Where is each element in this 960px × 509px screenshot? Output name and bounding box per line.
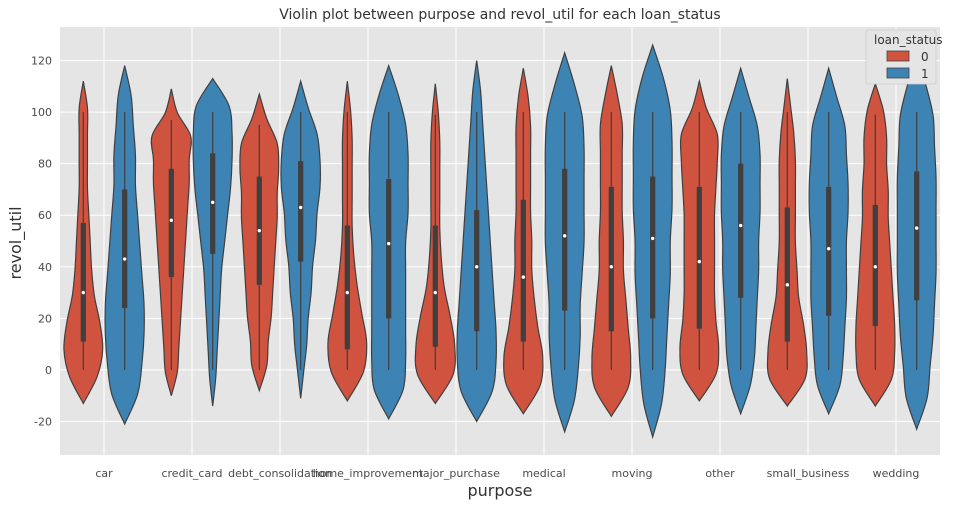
violin-median-dot [826,247,831,251]
x-tick-label: car [95,467,113,480]
chart-title: Violin plot between purpose and revol_ut… [279,7,720,23]
x-tick-label: major_purchase [412,467,500,480]
violin-median-dot [169,218,174,223]
y-axis-label: revol_util [6,206,26,279]
violin-iqr-box [738,163,744,298]
y-tick-label: 0 [45,364,52,377]
violin-iqr-box [344,225,350,350]
violin-median-dot [914,226,919,230]
x-tick-label: debt_consolidation [228,467,332,480]
y-tick-label: -20 [34,415,52,428]
x-tick-label: wedding [873,467,920,480]
violin-iqr-box [122,189,128,309]
x-tick-label: moving [612,467,653,480]
x-axis-label: purpose [468,481,533,500]
y-ticks: -20 0 20 40 60 80 100 120 [31,55,52,429]
violin-iqr-box [914,171,920,301]
violin-median-dot [609,265,614,269]
violin-median-dot [873,265,878,269]
x-tick-label: small_business [767,467,850,480]
violin-median-dot [474,265,479,269]
legend-swatch-0 [886,50,910,62]
violin-median-dot [562,234,567,238]
violin-iqr-box [298,161,304,262]
y-tick-label: 120 [31,55,52,68]
violin-iqr-box [608,186,614,332]
violin-median-dot [433,290,438,295]
x-tick-label: other [705,467,735,480]
violin-iqr-box [168,168,174,278]
violin-median-dot [697,259,702,264]
violin-median-dot [345,290,350,295]
y-tick-label: 20 [38,312,52,325]
violin-median-dot [298,205,303,210]
violin-median-dot [210,200,215,205]
violin-median-dot [386,241,391,246]
violin-iqr-box [80,222,86,342]
violin-iqr-box [784,207,790,342]
violin-iqr-box [650,176,656,319]
violin-median-dot [122,257,127,261]
y-tick-label: 40 [38,261,52,274]
violin-iqr-box [562,168,568,311]
legend: loan_status 0 1 [865,29,943,85]
violin-median-dot [785,283,790,287]
violin-iqr-box [432,225,438,347]
legend-title: loan_status [874,33,943,47]
violin-iqr-box [520,199,526,342]
violins [63,43,937,440]
x-tick-label: home_improvement [313,467,424,480]
x-tick-label: credit_card [161,467,222,480]
violin-median-dot [738,223,743,228]
y-tick-label: 100 [31,106,52,119]
x-tick-label: medical [522,467,565,480]
violin-iqr-box [474,210,480,332]
violin-median-dot [521,275,526,279]
y-tick-label: 80 [38,158,52,171]
legend-label-0: 0 [921,50,929,64]
violin-iqr-box [696,186,702,329]
violin-median-dot [81,290,86,295]
violin-median-dot [650,236,655,241]
y-tick-label: 60 [38,209,52,222]
violin-iqr-box [826,186,832,316]
legend-swatch-1 [886,67,910,79]
legend-label-1: 1 [921,67,929,81]
violin-iqr-box [386,179,392,319]
x-ticks: car credit_card debt_consolidationhome_imp… [95,467,919,480]
violin-median-dot [257,228,262,233]
